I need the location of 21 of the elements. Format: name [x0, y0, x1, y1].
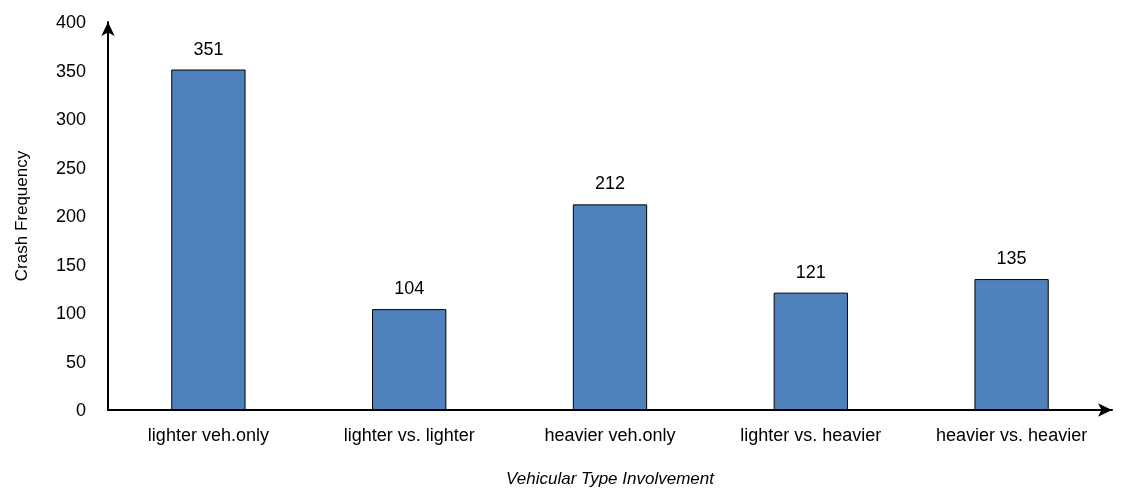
y-tick-label: 100	[55, 303, 86, 323]
data-label: 104	[394, 278, 425, 299]
data-label: 121	[795, 261, 826, 282]
y-tick-label: 200	[55, 206, 86, 226]
y-tick-label: 350	[55, 60, 86, 81]
data-label: 212	[594, 173, 626, 194]
data-label: 135	[996, 248, 1027, 269]
x-tick-label: heavier vs. heavier	[936, 425, 1088, 445]
x-tick-label: lighter vs. heavier	[740, 425, 882, 445]
y-tick-label: 300	[55, 109, 86, 129]
x-tick-label: lighter veh.only	[147, 425, 269, 445]
x-tick-label: heavier veh.only	[544, 425, 676, 445]
y-tick-label: 50	[65, 351, 86, 372]
x-tick-label: lighter vs. lighter	[343, 425, 475, 445]
y-axis-title: Crash Frequency	[12, 150, 31, 282]
x-axis-title: Vehicular Type Involvement	[506, 469, 716, 488]
y-tick-label: 150	[55, 254, 86, 275]
y-tick-label: 0	[75, 400, 86, 420]
y-tick-label: 400	[55, 12, 86, 32]
y-tick-label: 250	[55, 157, 86, 178]
data-label: 351	[193, 38, 224, 59]
